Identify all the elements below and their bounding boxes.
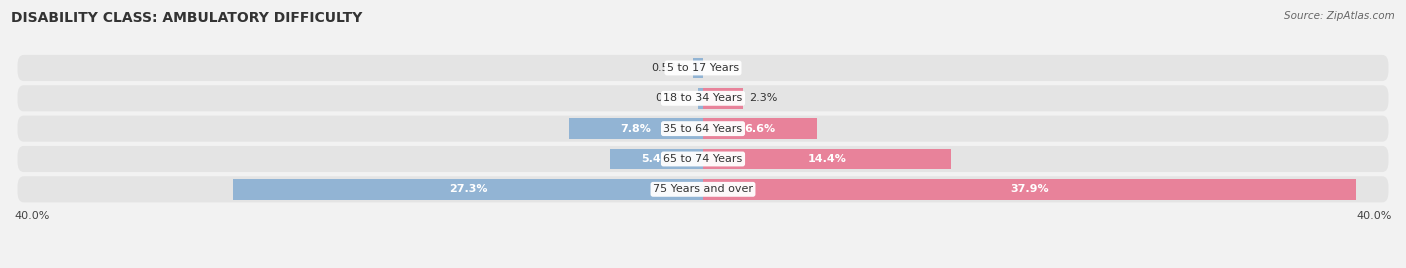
Bar bbox=[703, 149, 950, 169]
Text: 35 to 64 Years: 35 to 64 Years bbox=[664, 124, 742, 134]
FancyBboxPatch shape bbox=[17, 176, 1389, 202]
Text: 5 to 17 Years: 5 to 17 Years bbox=[666, 63, 740, 73]
Text: 65 to 74 Years: 65 to 74 Years bbox=[664, 154, 742, 164]
Bar bbox=[703, 179, 1355, 200]
FancyBboxPatch shape bbox=[17, 55, 1389, 81]
Text: 75 Years and over: 75 Years and over bbox=[652, 184, 754, 194]
FancyBboxPatch shape bbox=[17, 116, 1389, 142]
Bar bbox=[233, 179, 703, 200]
Bar bbox=[703, 118, 817, 139]
Bar bbox=[697, 88, 703, 109]
Text: 0.0%: 0.0% bbox=[710, 63, 738, 73]
Text: 6.6%: 6.6% bbox=[744, 124, 775, 134]
Text: Source: ZipAtlas.com: Source: ZipAtlas.com bbox=[1284, 11, 1395, 21]
Text: 18 to 34 Years: 18 to 34 Years bbox=[664, 93, 742, 103]
Bar bbox=[703, 88, 742, 109]
Text: 37.9%: 37.9% bbox=[1010, 184, 1049, 194]
Text: 2.3%: 2.3% bbox=[749, 93, 778, 103]
Text: 7.8%: 7.8% bbox=[620, 124, 651, 134]
Text: 0.29%: 0.29% bbox=[655, 93, 692, 103]
Text: 27.3%: 27.3% bbox=[449, 184, 486, 194]
Text: 14.4%: 14.4% bbox=[807, 154, 846, 164]
Bar bbox=[610, 149, 703, 169]
Text: 40.0%: 40.0% bbox=[1357, 211, 1392, 221]
Text: DISABILITY CLASS: AMBULATORY DIFFICULTY: DISABILITY CLASS: AMBULATORY DIFFICULTY bbox=[11, 11, 363, 25]
Text: 0.57%: 0.57% bbox=[651, 63, 686, 73]
FancyBboxPatch shape bbox=[17, 146, 1389, 172]
Bar bbox=[568, 118, 703, 139]
Bar bbox=[693, 58, 703, 78]
Text: 5.4%: 5.4% bbox=[641, 154, 672, 164]
Text: 40.0%: 40.0% bbox=[14, 211, 49, 221]
FancyBboxPatch shape bbox=[17, 85, 1389, 111]
